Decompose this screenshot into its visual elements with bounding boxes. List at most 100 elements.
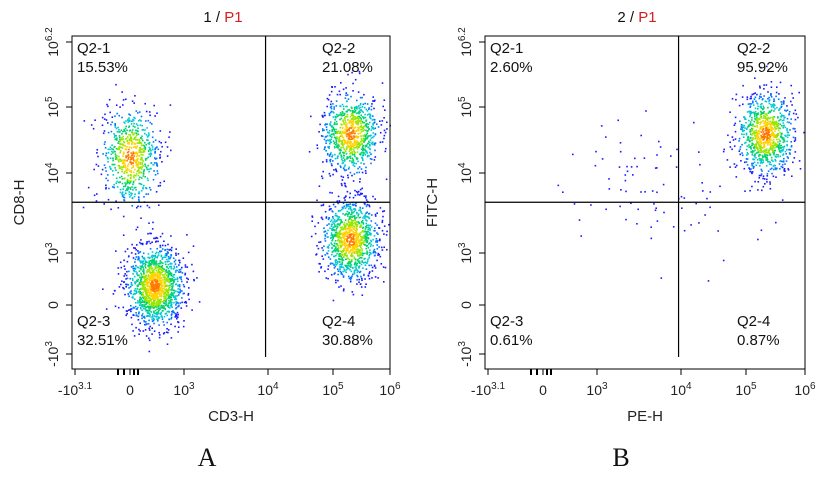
event-dot [146,177,149,180]
event-dot [149,167,152,170]
event-dot [362,243,365,246]
event-dot [362,127,365,130]
event-dot [161,266,163,269]
event-dot [347,119,349,121]
event-dot [354,248,356,251]
event-dot [125,132,127,135]
event-dot [156,318,158,321]
event-dot [171,299,173,301]
event-dot [155,251,158,254]
event-dot [366,239,369,242]
event-dot [336,233,338,236]
event-dot [148,111,151,113]
event-dot [165,285,168,287]
event-dot [350,127,353,129]
event-dot [115,250,117,252]
event-dot [136,160,139,163]
event-dot [143,307,145,310]
event-dot [138,192,140,195]
event-dot [774,128,777,130]
event-dot [134,258,137,261]
event-dot [171,306,173,308]
event-dot [170,323,172,326]
event-dot [770,144,772,146]
event-dot [349,144,352,147]
event-dot [155,303,158,306]
event-dot [135,290,138,292]
event-dot [141,317,143,320]
event-dot [789,129,791,131]
event-dot [156,267,158,269]
event-dot [370,108,373,111]
event-dot [764,183,766,185]
event-dot [140,292,142,294]
event-dot [349,278,352,281]
event-dot [739,153,742,156]
event-dot [783,157,785,160]
event-dot [152,131,154,133]
event-dot [311,216,314,218]
event-dot [335,116,337,119]
event-dot [129,181,132,184]
event-dot [123,172,125,174]
event-dot [797,116,799,119]
event-dot [134,117,136,120]
event-dot [137,161,140,163]
event-dot [367,275,370,277]
event-dot [790,122,792,125]
event-dot [171,285,173,287]
event-dot [746,127,748,130]
event-dot [381,141,384,143]
event-dot [155,316,158,318]
event-dot [121,147,124,149]
event-dot [799,168,802,170]
event-dot [172,268,175,270]
event-dot [353,225,356,228]
event-dot [742,136,745,138]
event-dot [141,124,143,127]
event-dot [753,98,756,100]
x-tick-label: 0 [126,382,134,398]
event-dot [155,282,158,284]
event-dot [766,151,769,154]
event-dot [154,158,157,160]
event-dot [155,274,157,277]
event-dot [751,134,753,136]
event-dot [740,128,742,130]
event-dot [124,293,126,296]
event-dot [352,211,354,214]
event-dot [137,315,139,318]
event-dot [354,139,356,141]
event-dot [355,237,357,240]
event-dot [336,115,339,118]
event-dot [142,154,144,156]
event-dot [770,103,772,106]
event-dot [358,72,361,75]
event-dot [354,143,357,146]
event-dot [344,245,347,247]
event-dot [365,219,367,221]
event-dot [734,166,737,168]
event-dot [368,108,370,111]
event-dot [142,297,145,300]
event-dot [357,120,359,122]
event-dot [359,249,361,251]
event-dot [147,288,149,291]
event-dot [359,188,362,191]
event-dot [165,263,167,266]
event-dot [363,237,365,240]
event-dot [160,268,163,271]
event-dot [168,249,170,251]
event-dot [764,151,766,153]
event-dot [783,145,786,148]
event-dot [748,146,750,148]
event-dot [350,233,352,235]
event-dot [358,232,361,235]
event-dot [139,259,141,262]
event-dot [142,305,144,308]
event-dot [365,197,367,199]
event-dot [359,128,362,131]
event-dot [143,170,145,172]
event-dot [376,259,378,262]
event-dot [131,205,133,207]
